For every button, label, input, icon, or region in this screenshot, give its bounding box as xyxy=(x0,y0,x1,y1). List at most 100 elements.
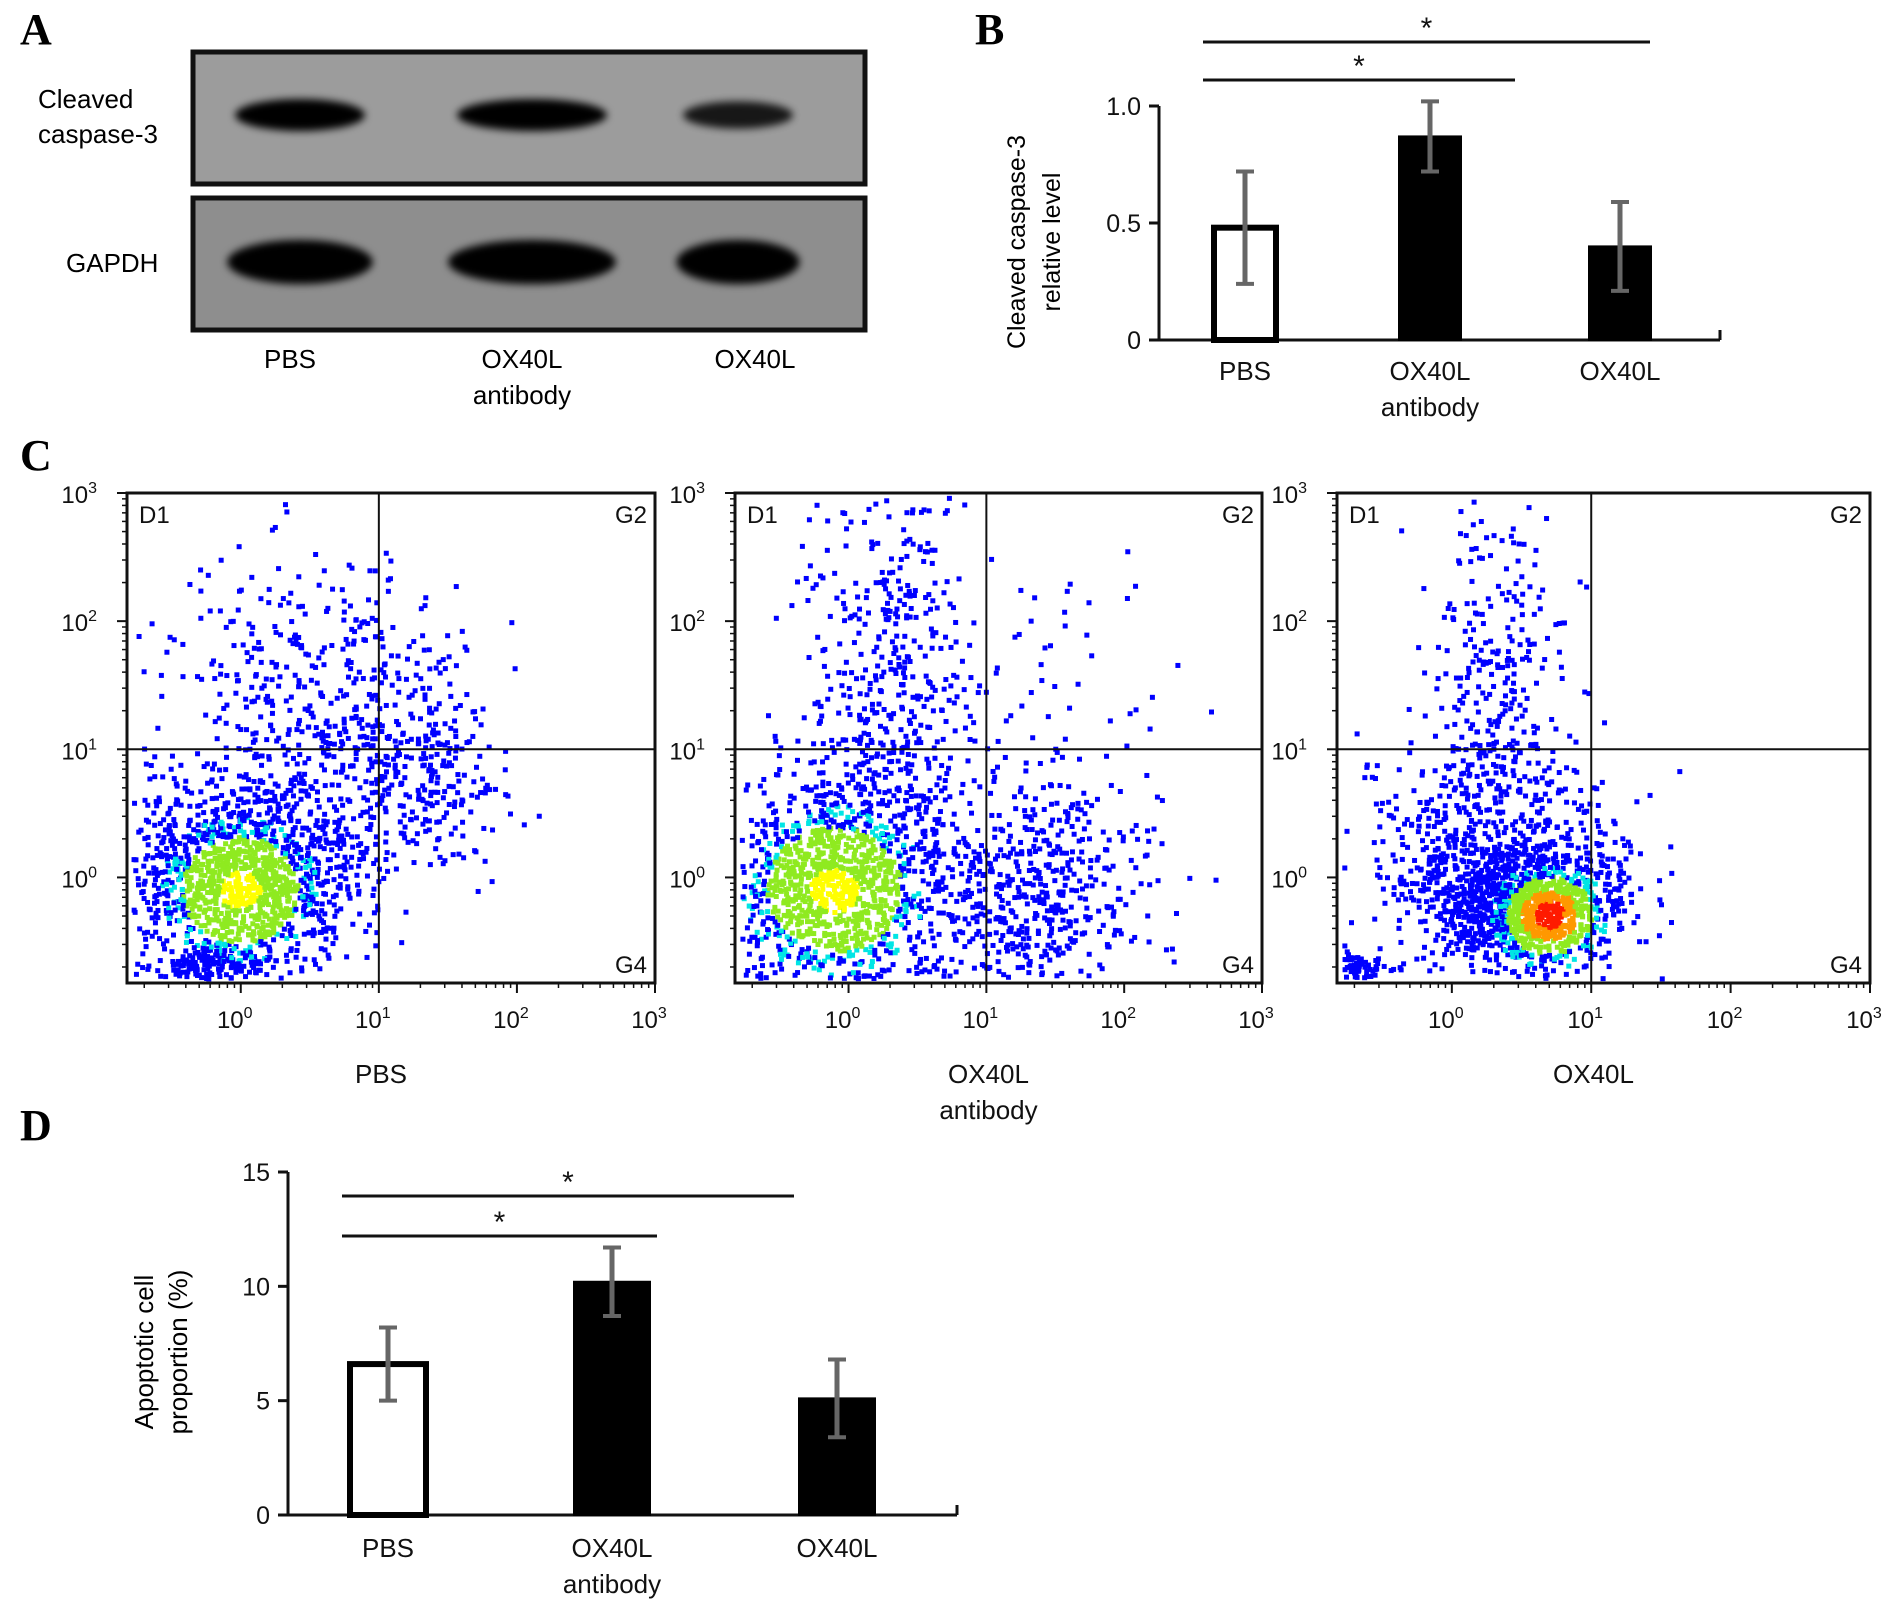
flow-dot xyxy=(256,812,262,818)
flow-dot xyxy=(336,838,342,844)
flow-dot xyxy=(194,943,200,949)
flow-dot xyxy=(977,784,983,790)
flow-dot xyxy=(281,820,287,826)
flow-dot xyxy=(433,721,439,727)
flow-dot xyxy=(218,911,224,917)
flow-dot xyxy=(888,944,894,950)
flow-dot xyxy=(882,611,888,617)
flow-dot xyxy=(231,810,237,816)
flow-dot xyxy=(426,827,432,833)
flow-dot xyxy=(363,779,369,785)
flow-dot xyxy=(213,952,219,958)
flow-dot xyxy=(856,833,862,839)
flow-dot xyxy=(918,839,924,845)
flow-dot xyxy=(258,832,264,838)
flow-dot xyxy=(275,815,281,821)
flow-dot xyxy=(791,823,797,829)
flow-dot xyxy=(230,618,236,624)
flow-dot xyxy=(1007,850,1013,856)
flow-dot xyxy=(1169,946,1175,952)
flow-dot xyxy=(1062,875,1068,881)
flow-dot xyxy=(411,860,417,866)
flow-dot xyxy=(787,847,793,853)
flow-dot xyxy=(1138,881,1144,887)
flow-dot xyxy=(154,803,160,809)
flow-dot xyxy=(775,860,781,866)
flow-dot xyxy=(830,894,836,900)
flow-dot xyxy=(901,690,907,696)
flow-dot xyxy=(1100,829,1106,835)
flow-dot xyxy=(249,962,255,968)
flow-dot xyxy=(283,837,289,843)
flow-dot xyxy=(951,811,957,817)
flow-dot xyxy=(858,928,864,934)
flow-dot xyxy=(1109,904,1115,910)
flow-dot xyxy=(845,780,851,786)
flow-dot xyxy=(389,682,395,688)
flow-dot xyxy=(890,833,896,839)
flow-dot xyxy=(1038,881,1044,887)
flow-dot xyxy=(900,644,906,650)
flow-dot xyxy=(141,881,147,887)
flow-dot xyxy=(255,940,261,946)
flow-dot xyxy=(806,809,812,815)
flow-dot xyxy=(229,789,235,795)
flow-dot xyxy=(801,715,807,721)
flow-dots-1 xyxy=(131,502,542,982)
flow-dot xyxy=(1023,768,1029,774)
flow-dot xyxy=(965,758,971,764)
flow-dot xyxy=(195,881,201,887)
flow-dot xyxy=(852,961,858,967)
flow-dot xyxy=(853,865,859,871)
flow-dot xyxy=(166,825,172,831)
flow-dot xyxy=(364,845,370,851)
flow-dot xyxy=(291,783,297,789)
flow-dot xyxy=(960,930,966,936)
flow-dot xyxy=(341,609,347,615)
flow-dot xyxy=(331,754,337,760)
flow-dot xyxy=(197,803,203,809)
flow-dot xyxy=(266,756,272,762)
flow-dot xyxy=(1471,947,1477,953)
flow-dot xyxy=(288,860,294,866)
flow-dot xyxy=(232,899,238,905)
flow-dot xyxy=(373,759,379,765)
flow-dot xyxy=(828,835,834,841)
flow-dot xyxy=(820,876,826,882)
flow-dot xyxy=(995,738,1001,744)
flow-dot xyxy=(833,862,839,868)
flow-dot xyxy=(146,906,152,912)
flow-dot xyxy=(951,931,957,937)
flow-dot xyxy=(345,884,351,890)
flow-dot xyxy=(880,798,886,804)
flow-dot xyxy=(997,893,1003,899)
flow-dot xyxy=(843,933,849,939)
flow-dot xyxy=(175,905,181,911)
flow-dot xyxy=(790,836,796,842)
flow-dot xyxy=(428,778,434,784)
flow-dot xyxy=(351,816,357,822)
flow-dot xyxy=(423,828,429,834)
flow-dot xyxy=(274,931,280,937)
flow-dot xyxy=(220,846,226,852)
flow-dot xyxy=(933,859,939,865)
flow-dot xyxy=(286,600,292,606)
flow-dot xyxy=(880,801,886,807)
flow-dot xyxy=(765,898,771,904)
flow-dot xyxy=(246,864,252,870)
flow-dot xyxy=(1175,662,1181,668)
flow-dot xyxy=(453,663,459,669)
flow-dot xyxy=(1075,806,1081,812)
flow-dot xyxy=(862,858,868,864)
flow-dot xyxy=(786,953,792,959)
flow-dot xyxy=(253,673,259,679)
flow-dot xyxy=(309,835,315,841)
flow-dot xyxy=(143,936,149,942)
flow-dot xyxy=(824,864,830,870)
flow-dot xyxy=(211,658,217,664)
flow-dot xyxy=(1097,962,1103,968)
flow-dot xyxy=(422,806,428,812)
flow-dot xyxy=(456,851,462,857)
flow-dot xyxy=(934,739,940,745)
flow-dot xyxy=(214,736,220,742)
